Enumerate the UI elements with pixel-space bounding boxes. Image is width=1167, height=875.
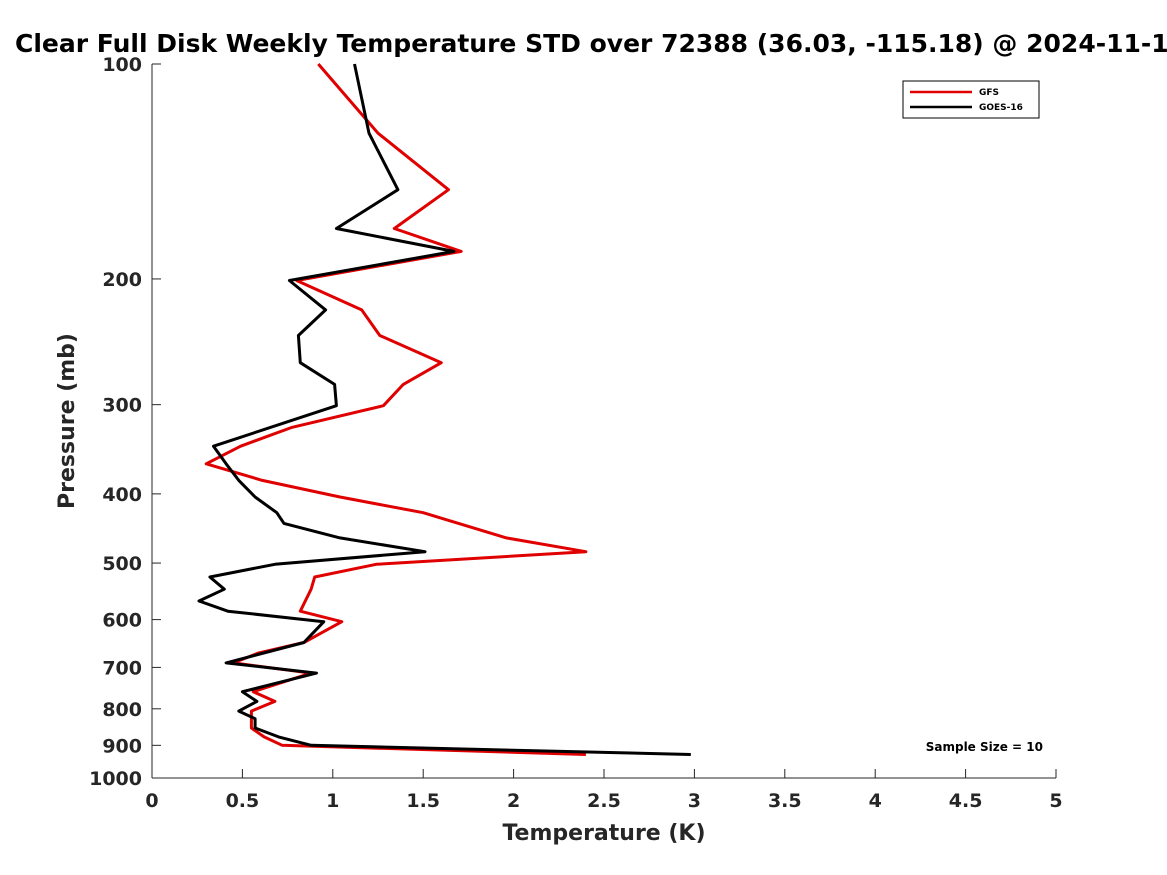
series-line-gfs (204, 63, 588, 756)
series-layer (197, 63, 691, 756)
sample-size-annotation: Sample Size = 10 (926, 740, 1043, 754)
x-tick-label: 3 (688, 790, 701, 812)
y-axis-ticks: 100 200 300 400 500 600 700 800 900 1000 (89, 54, 161, 790)
legend-box (902, 80, 1040, 119)
legend: GFS GOES-16 (902, 80, 1040, 119)
x-axis-label: Temperature (K) (502, 821, 705, 846)
chart-title: Clear Full Disk Weekly Temperature STD o… (15, 29, 1167, 58)
y-tick-label: 1000 (89, 768, 142, 790)
legend-label-goes16: GOES-16 (979, 103, 1023, 113)
legend-label-gfs: GFS (979, 88, 999, 98)
y-tick-label: 400 (102, 484, 142, 506)
y-tick-label: 900 (102, 735, 142, 757)
x-axis-ticks: 0 0.5 1 1.5 2 2.5 3 3.5 4 4.5 5 (145, 769, 1063, 812)
y-axis-label: Pressure (mb) (55, 333, 80, 509)
x-tick-label: 0 (145, 790, 158, 812)
x-tick-label: 2 (507, 790, 520, 812)
y-tick-label: 200 (102, 269, 142, 291)
y-tick-label: 800 (102, 699, 142, 721)
x-tick-label: 5 (1049, 790, 1062, 812)
series-line-goes-16 (197, 63, 691, 756)
x-tick-label: 4 (869, 790, 882, 812)
x-tick-label: 0.5 (226, 790, 260, 812)
y-tick-label: 100 (102, 54, 142, 76)
x-tick-label: 4.5 (949, 790, 983, 812)
y-tick-label: 700 (102, 657, 142, 679)
x-tick-label: 1.5 (406, 790, 440, 812)
y-tick-label: 500 (102, 553, 142, 575)
y-tick-label: 600 (102, 610, 142, 632)
x-tick-label: 3.5 (768, 790, 802, 812)
x-tick-label: 1 (326, 790, 339, 812)
y-tick-label: 300 (102, 395, 142, 417)
x-tick-label: 2.5 (587, 790, 621, 812)
